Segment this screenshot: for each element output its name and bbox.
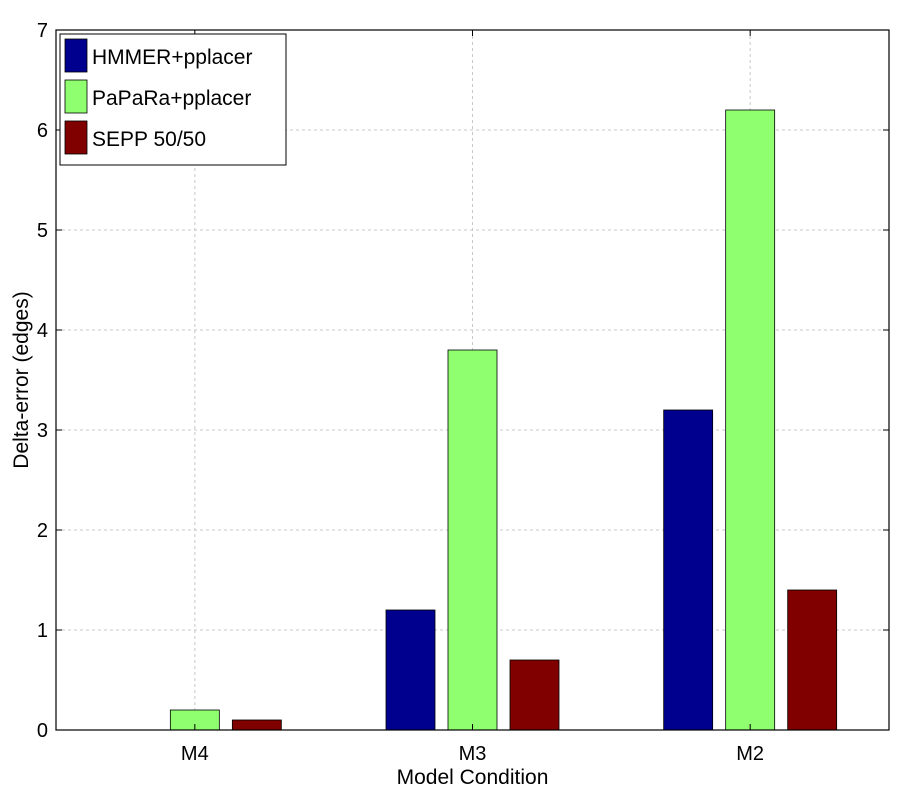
bar-sepp-50-50-m4 [231, 719, 282, 731]
bar-hmmer-pplacer-m2 [663, 409, 714, 731]
bar-hmmer-pplacer-m3 [385, 609, 436, 731]
y-axis-title: Delta-error (edges) [10, 291, 33, 468]
legend-swatch [64, 38, 88, 73]
legend-label: SEPP 50/50 [92, 128, 206, 151]
bars [169, 109, 838, 731]
bar-papara-pplacer-m3 [447, 349, 498, 731]
legend-label: HMMER+pplacer [92, 46, 252, 69]
bar-papara-pplacer-m2 [725, 109, 776, 731]
bar-sepp-50-50-m2 [787, 589, 838, 731]
legend-swatch [64, 79, 88, 114]
y-tick-label: 1 [37, 620, 48, 642]
x-tick-label: M4 [181, 743, 209, 765]
legend: HMMER+pplacer PaPaRa+pplacer SEPP 50/50 [59, 33, 287, 166]
y-tick-label: 0 [37, 720, 48, 742]
y-axis-ticks: 0 1 2 3 4 5 6 7 [37, 20, 889, 742]
y-tick-label: 4 [37, 320, 48, 342]
bar-sepp-50-50-m3 [509, 659, 560, 731]
x-axis-ticks: M4 M3 M2 [181, 30, 764, 765]
legend-swatch [64, 120, 88, 155]
y-tick-label: 3 [37, 420, 48, 442]
x-tick-label: M3 [459, 743, 487, 765]
y-tick-label: 5 [37, 220, 48, 242]
legend-box [59, 33, 287, 166]
y-tick-label: 6 [37, 120, 48, 142]
y-tick-label: 7 [37, 20, 48, 42]
y-tick-label: 2 [37, 520, 48, 542]
x-tick-label: M2 [736, 743, 764, 765]
legend-label: PaPaRa+pplacer [92, 87, 251, 110]
x-axis-title: Model Condition [397, 766, 549, 789]
